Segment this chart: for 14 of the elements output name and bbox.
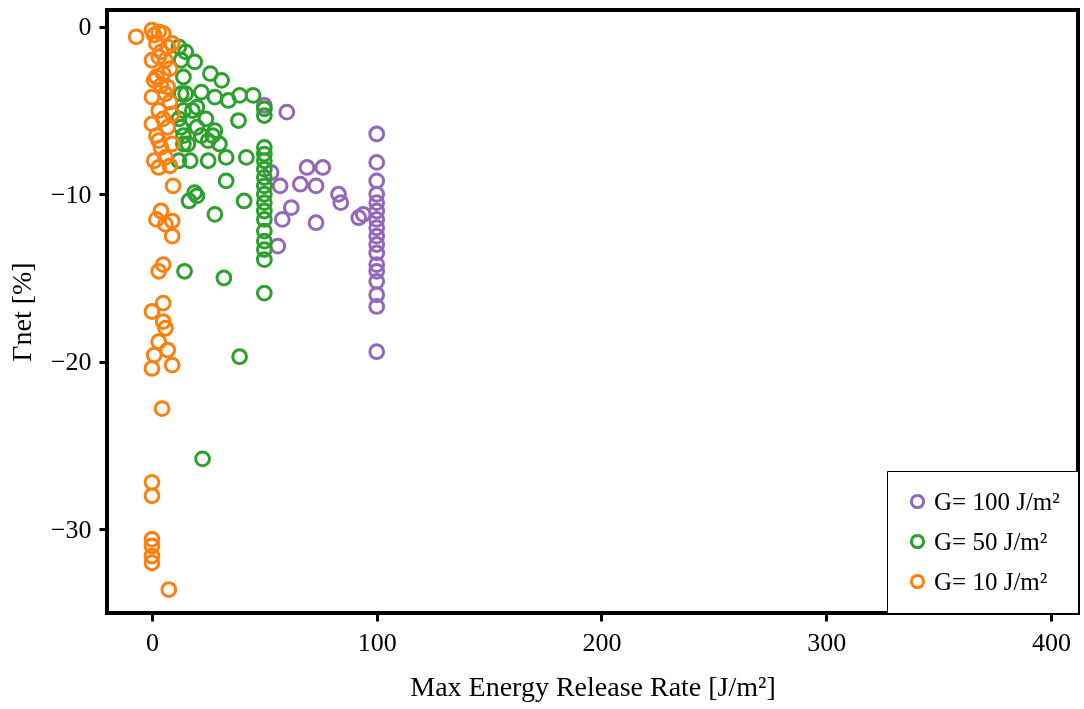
y-tick-label: 0 — [78, 12, 92, 42]
x-tick-label: 300 — [807, 627, 847, 657]
y-tick-label: −10 — [50, 179, 92, 209]
legend-label: G= 50 J/m² — [934, 527, 1048, 555]
legend-label: G= 100 J/m² — [934, 487, 1060, 515]
x-tick-label: 400 — [1032, 627, 1072, 657]
y-tick-label: −20 — [50, 347, 92, 377]
y-tick-label: −30 — [50, 514, 92, 544]
x-tick-label: 100 — [357, 627, 397, 657]
x-axis-title: Max Energy Release Rate [J/m²] — [410, 670, 776, 702]
y-axis-title: Γnet [%] — [5, 262, 37, 362]
x-tick-label: 200 — [582, 627, 622, 657]
x-tick-label: 0 — [145, 627, 159, 657]
legend-label: G= 10 J/m² — [934, 567, 1048, 595]
